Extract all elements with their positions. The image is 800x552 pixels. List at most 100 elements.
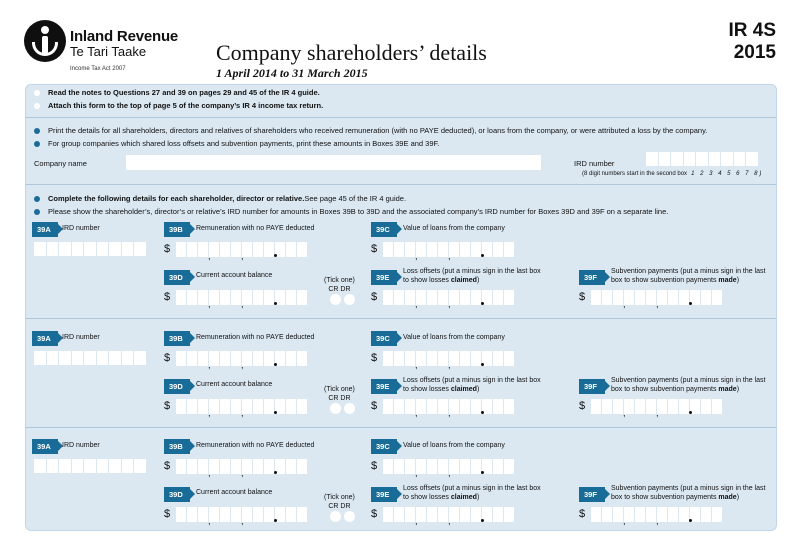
digit-box[interactable] xyxy=(394,351,404,366)
digit-box[interactable] xyxy=(602,507,612,522)
digit-box[interactable] xyxy=(297,351,307,366)
digit-box[interactable] xyxy=(242,459,252,474)
digit-box[interactable] xyxy=(275,290,285,305)
digit-box[interactable] xyxy=(198,290,208,305)
digit-box[interactable] xyxy=(449,242,459,257)
digit-box[interactable] xyxy=(482,351,492,366)
digit-box[interactable] xyxy=(231,242,241,257)
digit-box[interactable] xyxy=(46,242,58,256)
digit-box[interactable] xyxy=(701,399,711,414)
digit-box[interactable] xyxy=(187,459,197,474)
digit-box[interactable] xyxy=(59,351,71,365)
digit-box[interactable] xyxy=(405,399,415,414)
digit-box[interactable] xyxy=(253,459,263,474)
digit-box[interactable] xyxy=(602,290,612,305)
digit-box[interactable] xyxy=(471,351,481,366)
digit-box[interactable] xyxy=(220,351,230,366)
digit-box[interactable] xyxy=(591,290,601,305)
digit-box[interactable] xyxy=(460,399,470,414)
digit-box[interactable] xyxy=(471,399,481,414)
digit-box[interactable] xyxy=(624,399,634,414)
digit-box[interactable] xyxy=(286,459,296,474)
loans-input[interactable] xyxy=(383,242,514,257)
digit-box[interactable] xyxy=(109,459,121,473)
digit-box[interactable] xyxy=(109,351,121,365)
digit-box[interactable] xyxy=(405,351,415,366)
digit-box[interactable] xyxy=(646,152,658,166)
digit-box[interactable] xyxy=(504,459,514,474)
digit-box[interactable] xyxy=(231,351,241,366)
digit-box[interactable] xyxy=(416,242,426,257)
digit-box[interactable] xyxy=(493,242,503,257)
digit-box[interactable] xyxy=(679,399,689,414)
digit-box[interactable] xyxy=(231,399,241,414)
digit-box[interactable] xyxy=(624,507,634,522)
digit-box[interactable] xyxy=(231,290,241,305)
digit-box[interactable] xyxy=(96,351,108,365)
digit-box[interactable] xyxy=(275,242,285,257)
digit-box[interactable] xyxy=(696,152,708,166)
digit-box[interactable] xyxy=(460,290,470,305)
digit-box[interactable] xyxy=(275,507,285,522)
digit-box[interactable] xyxy=(253,242,263,257)
digit-box[interactable] xyxy=(242,290,252,305)
digit-box[interactable] xyxy=(438,351,448,366)
digit-box[interactable] xyxy=(416,399,426,414)
digit-box[interactable] xyxy=(176,242,186,257)
shareholder-ird-input[interactable] xyxy=(34,242,146,256)
cr-dr-selector[interactable] xyxy=(330,511,355,522)
digit-box[interactable] xyxy=(712,399,722,414)
dr-radio[interactable] xyxy=(344,294,355,305)
digit-box[interactable] xyxy=(416,290,426,305)
digit-box[interactable] xyxy=(394,507,404,522)
digit-box[interactable] xyxy=(198,459,208,474)
digit-box[interactable] xyxy=(134,242,146,256)
digit-box[interactable] xyxy=(198,507,208,522)
digit-box[interactable] xyxy=(187,290,197,305)
digit-box[interactable] xyxy=(286,242,296,257)
company-ird-input[interactable] xyxy=(646,152,758,166)
digit-box[interactable] xyxy=(220,242,230,257)
digit-box[interactable] xyxy=(591,507,601,522)
digit-box[interactable] xyxy=(297,507,307,522)
digit-box[interactable] xyxy=(121,242,133,256)
digit-box[interactable] xyxy=(471,242,481,257)
digit-box[interactable] xyxy=(242,399,252,414)
digit-box[interactable] xyxy=(668,507,678,522)
digit-box[interactable] xyxy=(264,399,274,414)
digit-box[interactable] xyxy=(449,351,459,366)
digit-box[interactable] xyxy=(253,507,263,522)
digit-box[interactable] xyxy=(383,507,393,522)
digit-box[interactable] xyxy=(59,459,71,473)
cr-dr-selector[interactable] xyxy=(330,403,355,414)
digit-box[interactable] xyxy=(690,290,700,305)
subvention-payments-input[interactable] xyxy=(591,507,722,522)
digit-box[interactable] xyxy=(71,351,83,365)
digit-box[interactable] xyxy=(482,459,492,474)
digit-box[interactable] xyxy=(504,351,514,366)
digit-box[interactable] xyxy=(84,242,96,256)
digit-box[interactable] xyxy=(613,507,623,522)
digit-box[interactable] xyxy=(209,507,219,522)
digit-box[interactable] xyxy=(209,399,219,414)
digit-box[interactable] xyxy=(405,507,415,522)
digit-box[interactable] xyxy=(71,242,83,256)
digit-box[interactable] xyxy=(71,459,83,473)
digit-box[interactable] xyxy=(231,507,241,522)
digit-box[interactable] xyxy=(746,152,758,166)
cr-radio[interactable] xyxy=(330,403,341,414)
digit-box[interactable] xyxy=(493,290,503,305)
digit-box[interactable] xyxy=(657,507,667,522)
digit-box[interactable] xyxy=(733,152,745,166)
digit-box[interactable] xyxy=(493,507,503,522)
dr-radio[interactable] xyxy=(344,511,355,522)
subvention-payments-input[interactable] xyxy=(591,399,722,414)
digit-box[interactable] xyxy=(416,459,426,474)
digit-box[interactable] xyxy=(394,399,404,414)
digit-box[interactable] xyxy=(427,399,437,414)
loans-input[interactable] xyxy=(383,351,514,366)
current-account-input[interactable] xyxy=(176,290,307,305)
digit-box[interactable] xyxy=(383,399,393,414)
digit-box[interactable] xyxy=(209,459,219,474)
digit-box[interactable] xyxy=(275,351,285,366)
